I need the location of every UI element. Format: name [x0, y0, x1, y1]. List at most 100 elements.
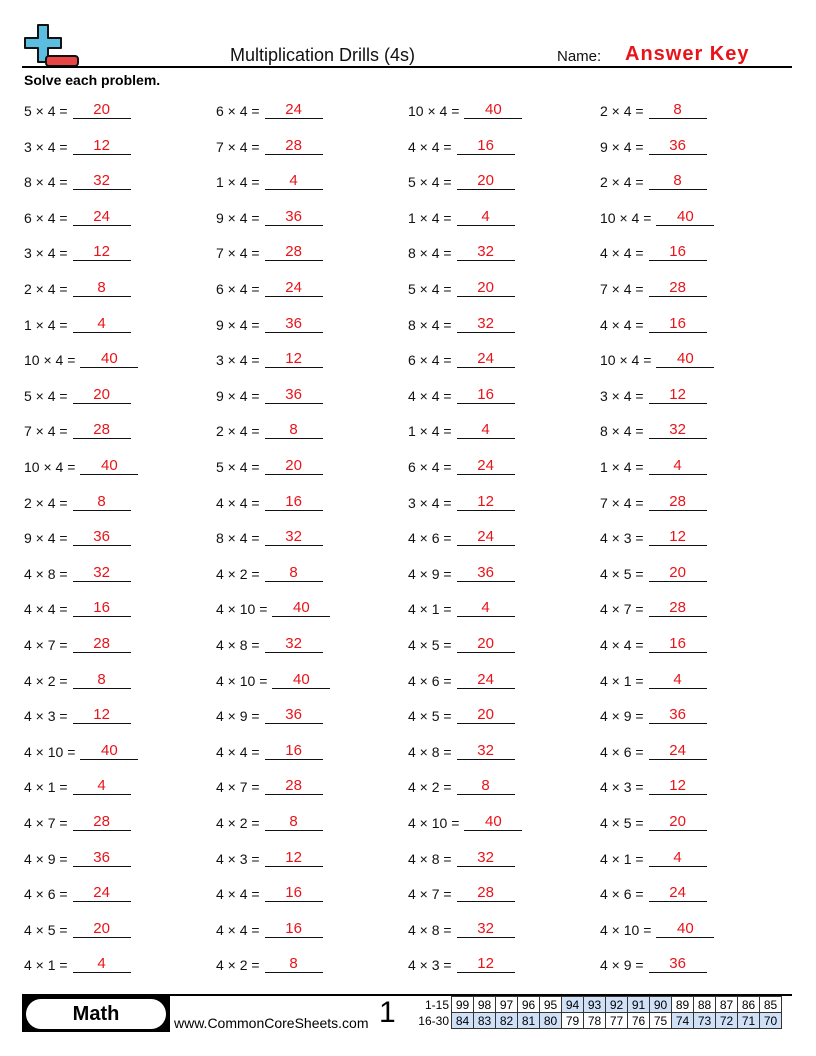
answer-blank[interactable]: 32: [456, 742, 515, 760]
answer-blank[interactable]: 36: [264, 706, 323, 725]
answer-blank[interactable]: 12: [264, 350, 323, 369]
answer-blank[interactable]: 12: [72, 243, 131, 262]
answer-blank[interactable]: 16: [456, 137, 515, 155]
answer-blank[interactable]: 16: [648, 315, 707, 333]
answer-blank[interactable]: 16: [72, 599, 131, 618]
answer-blank[interactable]: 20: [72, 101, 131, 119]
answer-blank[interactable]: 12: [72, 706, 131, 725]
answer-blank[interactable]: 16: [264, 920, 323, 938]
answer-blank[interactable]: 16: [264, 884, 323, 903]
answer-blank[interactable]: 20: [648, 813, 707, 831]
answer-blank[interactable]: 24: [264, 101, 323, 119]
answer-blank[interactable]: 8: [456, 777, 515, 796]
answer-blank[interactable]: 24: [648, 884, 707, 903]
answer-blank[interactable]: 24: [72, 884, 131, 903]
answer-blank[interactable]: 20: [648, 564, 707, 582]
answer-blank[interactable]: 24: [648, 742, 707, 760]
answer-blank[interactable]: 24: [456, 350, 515, 369]
answer-blank[interactable]: 12: [264, 849, 323, 867]
answer-blank[interactable]: 24: [456, 671, 515, 689]
answer-blank[interactable]: 36: [72, 849, 131, 867]
answer-blank[interactable]: 8: [648, 101, 707, 119]
answer-blank[interactable]: 36: [264, 208, 323, 226]
answer-blank[interactable]: 20: [456, 172, 515, 191]
answer-blank[interactable]: 28: [72, 813, 131, 831]
answer-blank[interactable]: 16: [264, 742, 323, 760]
answer-blank[interactable]: 8: [264, 955, 323, 974]
answer-blank[interactable]: 4: [648, 457, 707, 475]
answer-blank[interactable]: 32: [456, 920, 515, 938]
answer-blank[interactable]: 32: [456, 849, 515, 867]
answer-blank[interactable]: 20: [72, 386, 131, 404]
answer-blank[interactable]: 20: [72, 920, 131, 938]
answer-blank[interactable]: 40: [656, 208, 715, 226]
answer-blank[interactable]: 16: [648, 635, 707, 653]
answer-blank[interactable]: 4: [456, 421, 515, 440]
answer-blank[interactable]: 16: [264, 493, 323, 511]
answer-blank[interactable]: 40: [272, 599, 331, 618]
answer-blank[interactable]: 32: [456, 315, 515, 333]
answer-blank[interactable]: 40: [80, 742, 139, 760]
answer-blank[interactable]: 32: [72, 172, 131, 191]
answer-blank[interactable]: 24: [456, 528, 515, 547]
answer-blank[interactable]: 40: [656, 350, 715, 369]
answer-blank[interactable]: 36: [648, 706, 707, 725]
answer-blank[interactable]: 24: [264, 279, 323, 297]
answer-blank[interactable]: 8: [648, 172, 707, 191]
answer-blank[interactable]: 28: [264, 243, 323, 262]
answer-blank[interactable]: 12: [456, 955, 515, 974]
answer-blank[interactable]: 4: [456, 599, 515, 618]
answer-blank[interactable]: 36: [648, 137, 707, 155]
answer-blank[interactable]: 28: [648, 493, 707, 511]
answer-blank[interactable]: 24: [456, 457, 515, 475]
answer-blank[interactable]: 36: [648, 955, 707, 974]
answer-blank[interactable]: 20: [264, 457, 323, 475]
answer-blank[interactable]: 16: [456, 386, 515, 404]
answer-blank[interactable]: 20: [456, 706, 515, 725]
answer-blank[interactable]: 4: [264, 172, 323, 191]
answer-blank[interactable]: 40: [272, 671, 331, 689]
answer-blank[interactable]: 12: [648, 386, 707, 404]
answer-blank[interactable]: 36: [264, 315, 323, 333]
answer-blank[interactable]: 28: [264, 777, 323, 796]
answer-blank[interactable]: 28: [72, 635, 131, 653]
answer-blank[interactable]: 4: [648, 849, 707, 867]
answer-blank[interactable]: 40: [464, 101, 523, 119]
answer-blank[interactable]: 4: [72, 955, 131, 974]
answer-blank[interactable]: 32: [456, 243, 515, 262]
answer-blank[interactable]: 8: [72, 493, 131, 511]
answer-blank[interactable]: 12: [648, 777, 707, 796]
answer-blank[interactable]: 12: [648, 528, 707, 547]
answer-blank[interactable]: 24: [72, 208, 131, 226]
answer-blank[interactable]: 40: [80, 457, 139, 475]
answer-blank[interactable]: 40: [656, 920, 715, 938]
answer-blank[interactable]: 16: [648, 243, 707, 262]
answer-blank[interactable]: 32: [264, 635, 323, 653]
answer-blank[interactable]: 32: [648, 421, 707, 440]
answer-blank[interactable]: 20: [456, 635, 515, 653]
answer-blank[interactable]: 8: [72, 671, 131, 689]
answer-blank[interactable]: 20: [456, 279, 515, 297]
answer-blank[interactable]: 12: [72, 137, 131, 155]
answer-blank[interactable]: 36: [72, 528, 131, 547]
answer-blank[interactable]: 8: [264, 564, 323, 582]
answer-blank[interactable]: 4: [456, 208, 515, 226]
answer-blank[interactable]: 40: [464, 813, 523, 831]
answer-blank[interactable]: 4: [648, 671, 707, 689]
answer-blank[interactable]: 28: [648, 279, 707, 297]
answer-blank[interactable]: 8: [264, 813, 323, 831]
answer-blank[interactable]: 32: [264, 528, 323, 547]
answer-blank[interactable]: 28: [648, 599, 707, 618]
answer-blank[interactable]: 8: [264, 421, 323, 440]
answer-blank[interactable]: 4: [72, 315, 131, 333]
answer-blank[interactable]: 28: [72, 421, 131, 440]
answer-blank[interactable]: 8: [72, 279, 131, 297]
answer-blank[interactable]: 36: [456, 564, 515, 582]
answer-blank[interactable]: 4: [72, 777, 131, 796]
answer-blank[interactable]: 40: [80, 350, 139, 369]
answer-blank[interactable]: 28: [264, 137, 323, 155]
answer-blank[interactable]: 32: [72, 564, 131, 582]
answer-blank[interactable]: 36: [264, 386, 323, 404]
answer-blank[interactable]: 12: [456, 493, 515, 511]
answer-blank[interactable]: 28: [456, 884, 515, 903]
